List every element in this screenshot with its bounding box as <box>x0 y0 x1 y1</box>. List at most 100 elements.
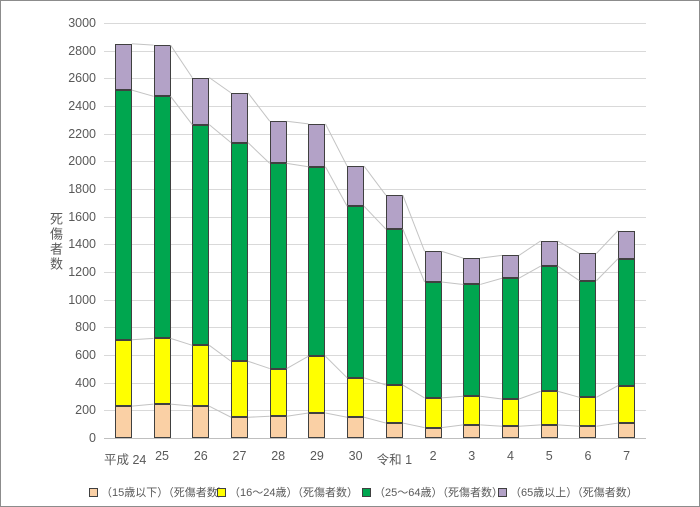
legend-swatch-icon <box>362 487 371 497</box>
bar-segment-series-2 <box>579 280 597 398</box>
legend-item-1: （16～24歳）（死傷者数） <box>217 484 358 500</box>
gridline <box>104 327 646 329</box>
bar-令和1 <box>385 23 403 438</box>
y-tick-label: 2400 <box>68 99 96 113</box>
bar-segment-series-3 <box>347 166 365 207</box>
bar-segment-series-3 <box>192 77 210 125</box>
bar-segment-series-3 <box>385 195 403 230</box>
bar-segment-series-2 <box>192 124 210 346</box>
x-tick-label: 28 <box>271 449 286 463</box>
y-tick-label: 800 <box>75 320 96 335</box>
bar-segment-series-1 <box>579 397 597 427</box>
y-tick-label: 1400 <box>68 237 96 252</box>
bar-segment-series-2 <box>540 266 558 392</box>
y-tick-label: 200 <box>75 403 96 418</box>
y-tick-label: 0 <box>89 431 96 445</box>
bar-segment-series-0 <box>502 426 519 438</box>
bar-segment-series-1 <box>308 356 326 413</box>
legend-swatch-icon <box>89 487 98 497</box>
bar-segment-series-0 <box>192 406 210 438</box>
bar-segment-series-3 <box>502 255 519 279</box>
gridline <box>104 161 646 163</box>
y-tick-label: 2600 <box>68 71 96 86</box>
legend-swatch-icon <box>217 487 226 497</box>
bar-3 <box>463 23 481 438</box>
legend-item-2: （25～64歳）（死傷者数） <box>362 484 503 500</box>
bar-7 <box>618 23 636 438</box>
legend-label: （15歳以下）（死傷者数） <box>101 487 229 499</box>
bar-segment-series-1 <box>463 396 481 425</box>
bar-segment-series-0 <box>463 424 481 438</box>
bar-segment-series-2 <box>618 258 636 386</box>
bar-segment-series-2 <box>424 281 442 398</box>
x-tick-label: 25 <box>155 449 169 463</box>
x-tick-label: 29 <box>309 449 324 463</box>
gridline <box>104 23 646 24</box>
gridline <box>104 78 646 80</box>
bar-6 <box>579 23 597 438</box>
bar-segment-series-3 <box>231 92 248 143</box>
bar-segment-series-2 <box>385 229 403 385</box>
gridline <box>104 189 646 190</box>
bar-segment-series-1 <box>269 368 287 417</box>
bar-segment-series-0 <box>231 417 248 438</box>
y-tick-label: 2800 <box>68 43 96 58</box>
legend-label: （25～64歳）（死傷者数） <box>374 487 503 499</box>
bar-segment-series-0 <box>114 406 132 438</box>
bar-segment-series-3 <box>424 251 442 282</box>
bar-segment-series-1 <box>540 391 558 425</box>
y-axis-title: 死傷者数 <box>48 212 63 272</box>
bar-segment-series-1 <box>424 397 442 428</box>
gridline <box>104 50 646 52</box>
bar-segment-series-1 <box>153 338 171 405</box>
bar-segment-series-1 <box>385 385 403 424</box>
x-tick-label: 2 <box>429 449 437 463</box>
bar-26 <box>192 23 210 438</box>
gridline <box>104 410 646 412</box>
bar-segment-series-2 <box>502 278 519 399</box>
bar-segment-series-3 <box>579 253 597 281</box>
bar-平成24 <box>114 23 132 438</box>
bar-segment-series-2 <box>269 163 287 369</box>
x-tick-label: 令和 1 <box>376 453 413 467</box>
bar-segment-series-3 <box>269 121 287 164</box>
bar-segment-series-2 <box>308 166 326 357</box>
bar-segment-series-3 <box>114 43 132 91</box>
bar-segment-series-0 <box>424 427 442 438</box>
bar-segment-series-1 <box>231 361 248 418</box>
bar-segment-series-0 <box>269 416 287 438</box>
y-tick-label: 2200 <box>68 126 96 141</box>
bar-25 <box>153 23 171 438</box>
bar-2 <box>424 23 442 438</box>
bar-30 <box>347 23 365 438</box>
bar-29 <box>308 23 326 438</box>
y-tick-label: 1800 <box>68 182 96 196</box>
y-tick-label: 3000 <box>68 16 96 30</box>
x-tick-label: 平成 24 <box>104 453 147 467</box>
legend-label: （16～24歳）（死傷者数） <box>229 487 358 499</box>
bar-27 <box>231 23 248 438</box>
gridline <box>104 216 646 218</box>
y-tick-label: 1200 <box>68 265 96 279</box>
bar-segment-series-0 <box>385 423 403 438</box>
bar-segment-series-2 <box>153 96 171 339</box>
bar-segment-series-2 <box>347 206 365 378</box>
gridline <box>104 106 646 107</box>
x-tick-label: 27 <box>232 449 247 463</box>
legend-item-0: （15歳以下）（死傷者数） <box>89 484 229 500</box>
x-tick-label: 4 <box>507 449 514 463</box>
gridline <box>104 133 646 135</box>
bar-segment-series-0 <box>540 424 558 438</box>
bar-segment-series-3 <box>540 240 558 267</box>
bar-segment-series-2 <box>231 142 248 362</box>
plot-area <box>104 23 646 439</box>
x-tick-label: 30 <box>348 449 363 463</box>
bar-segment-series-0 <box>618 423 636 438</box>
bar-segment-series-0 <box>308 412 326 438</box>
bar-segment-series-2 <box>463 284 481 397</box>
bar-28 <box>269 23 287 438</box>
x-tick-label: 7 <box>623 449 631 463</box>
bar-segment-series-1 <box>347 377 365 418</box>
x-tick-label: 3 <box>468 449 476 463</box>
